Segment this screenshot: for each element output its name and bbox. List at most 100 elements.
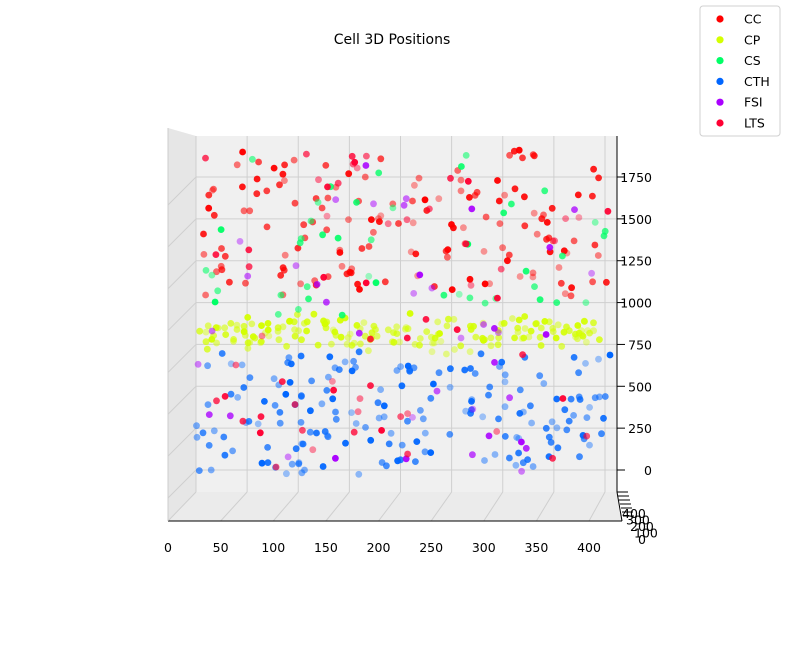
point-CTH [582,360,589,367]
point-FSI [355,329,363,337]
point-CP [244,339,252,347]
point-CS [367,236,375,244]
point-CTH [240,384,248,391]
point-LTS [239,417,247,425]
point-CS [338,311,346,319]
legend-label: FSI [744,95,763,110]
point-CTH [468,396,476,403]
point-CC [409,219,417,227]
point-CTH [397,363,404,370]
point-CTH [485,391,492,399]
point-CC [471,192,479,199]
point-CTH [548,418,556,426]
point-LTS [213,397,220,405]
legend-marker-LTS [716,119,724,127]
point-CTH [193,433,201,441]
point-CC [233,161,241,169]
point-LTS [323,212,331,220]
point-CC [226,278,233,286]
point-CP [202,338,210,346]
point-CP [204,322,212,330]
point-CC [239,183,246,191]
point-CP [481,336,488,344]
x-tick-label: 200 [367,540,391,555]
point-CTH [218,350,226,357]
legend: CC CP CS CTH FSI LTS [699,5,781,137]
point-CC [205,191,213,199]
point-CC [263,223,271,231]
point-LTS [462,240,470,248]
point-CP [350,339,358,347]
point-CP [298,336,305,344]
point-LTS [309,446,317,454]
point-CP [466,348,474,356]
point-LTS [559,395,567,402]
point-CC [540,211,547,219]
point-FSI [370,200,377,208]
point-LTS [278,378,286,385]
point-FSI [469,451,476,459]
point-CTH [332,415,340,423]
point-CS [375,169,383,177]
point-CC [255,158,262,166]
point-CS [553,299,561,306]
point-FSI [491,325,498,332]
point-CP [472,333,480,341]
point-LTS [320,273,328,281]
point-LTS [330,386,337,394]
point-CTH [596,393,603,401]
point-LTS [350,428,358,436]
point-CP [241,331,249,339]
point-LTS [353,164,361,172]
point-CTH [447,365,454,373]
point-CTH [227,390,235,398]
point-CTH [207,466,215,474]
point-CTH [332,408,339,416]
point-FSI [208,327,216,335]
point-CC [370,228,377,236]
point-CTH [393,367,401,374]
point-CTH [380,413,388,421]
point-CTH [542,424,550,432]
point-CS [307,217,315,225]
point-LTS [329,378,336,385]
point-FSI [469,405,477,413]
point-CTH [467,365,474,372]
point-CC [281,161,288,169]
point-CP [552,334,560,342]
point-CC [499,244,506,252]
point-CP [581,318,588,325]
point-LTS [447,174,454,182]
point-CS [591,219,599,226]
point-CTH [387,429,395,437]
point-LTS [245,246,253,254]
point-CTH [229,447,237,455]
point-CTH [421,429,429,437]
point-CC [270,164,278,172]
point-CTH [427,394,435,402]
floor-gridline [378,491,401,522]
point-CTH [583,414,591,421]
point-CC [323,226,331,234]
point-CTH [575,369,582,377]
point-CP [240,322,248,330]
point-CTH [516,386,524,394]
point-CC [343,270,351,278]
point-LTS [583,432,591,440]
side-gridline [167,218,197,248]
point-CC [209,187,216,194]
point-CP [428,348,436,356]
tick-labels: 0 50 100 150 200 250 300 350 4000250500750100012… [164,170,658,555]
point-CP [213,339,221,347]
point-CC [548,204,556,212]
point-CP [518,335,526,342]
point-FSI [292,262,300,270]
point-CTH [479,413,487,421]
point-CP [541,318,549,325]
point-CS [541,187,549,195]
point-CC [221,252,229,260]
point-CS [208,271,216,279]
point-CP [286,317,294,325]
point-CC [281,251,289,259]
